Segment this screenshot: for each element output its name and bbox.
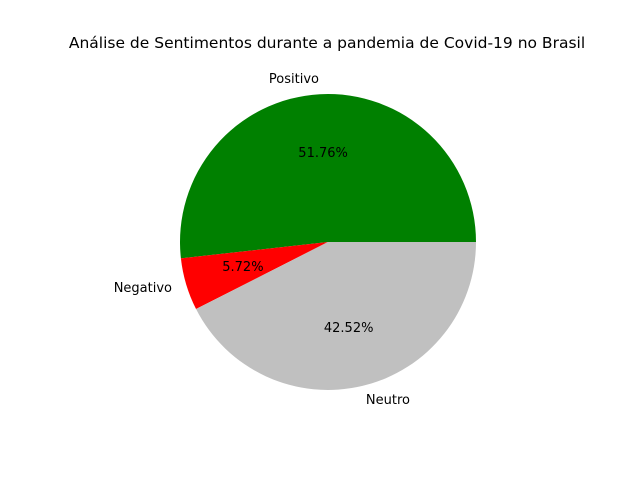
pie-slices [180,94,477,391]
pie-slice-negativo [180,242,328,310]
slice-percent-positivo: 51.76% [298,146,348,161]
slice-label-positivo: Positivo [269,72,319,87]
slice-percent-neutro: 42.52% [324,321,374,336]
slice-label-negativo: Negativo [114,281,172,296]
slice-label-neutro: Neutro [366,393,410,408]
slice-percent-negativo: 5.72% [222,260,263,275]
chart-title: Análise de Sentimentos durante a pandemi… [69,34,585,52]
pie-slice-positivo [180,94,476,259]
pie-labels: Positivo 51.76% Negativo 5.72% Neutro 42.52% [114,72,410,408]
pie-slice-neutro [196,242,477,391]
